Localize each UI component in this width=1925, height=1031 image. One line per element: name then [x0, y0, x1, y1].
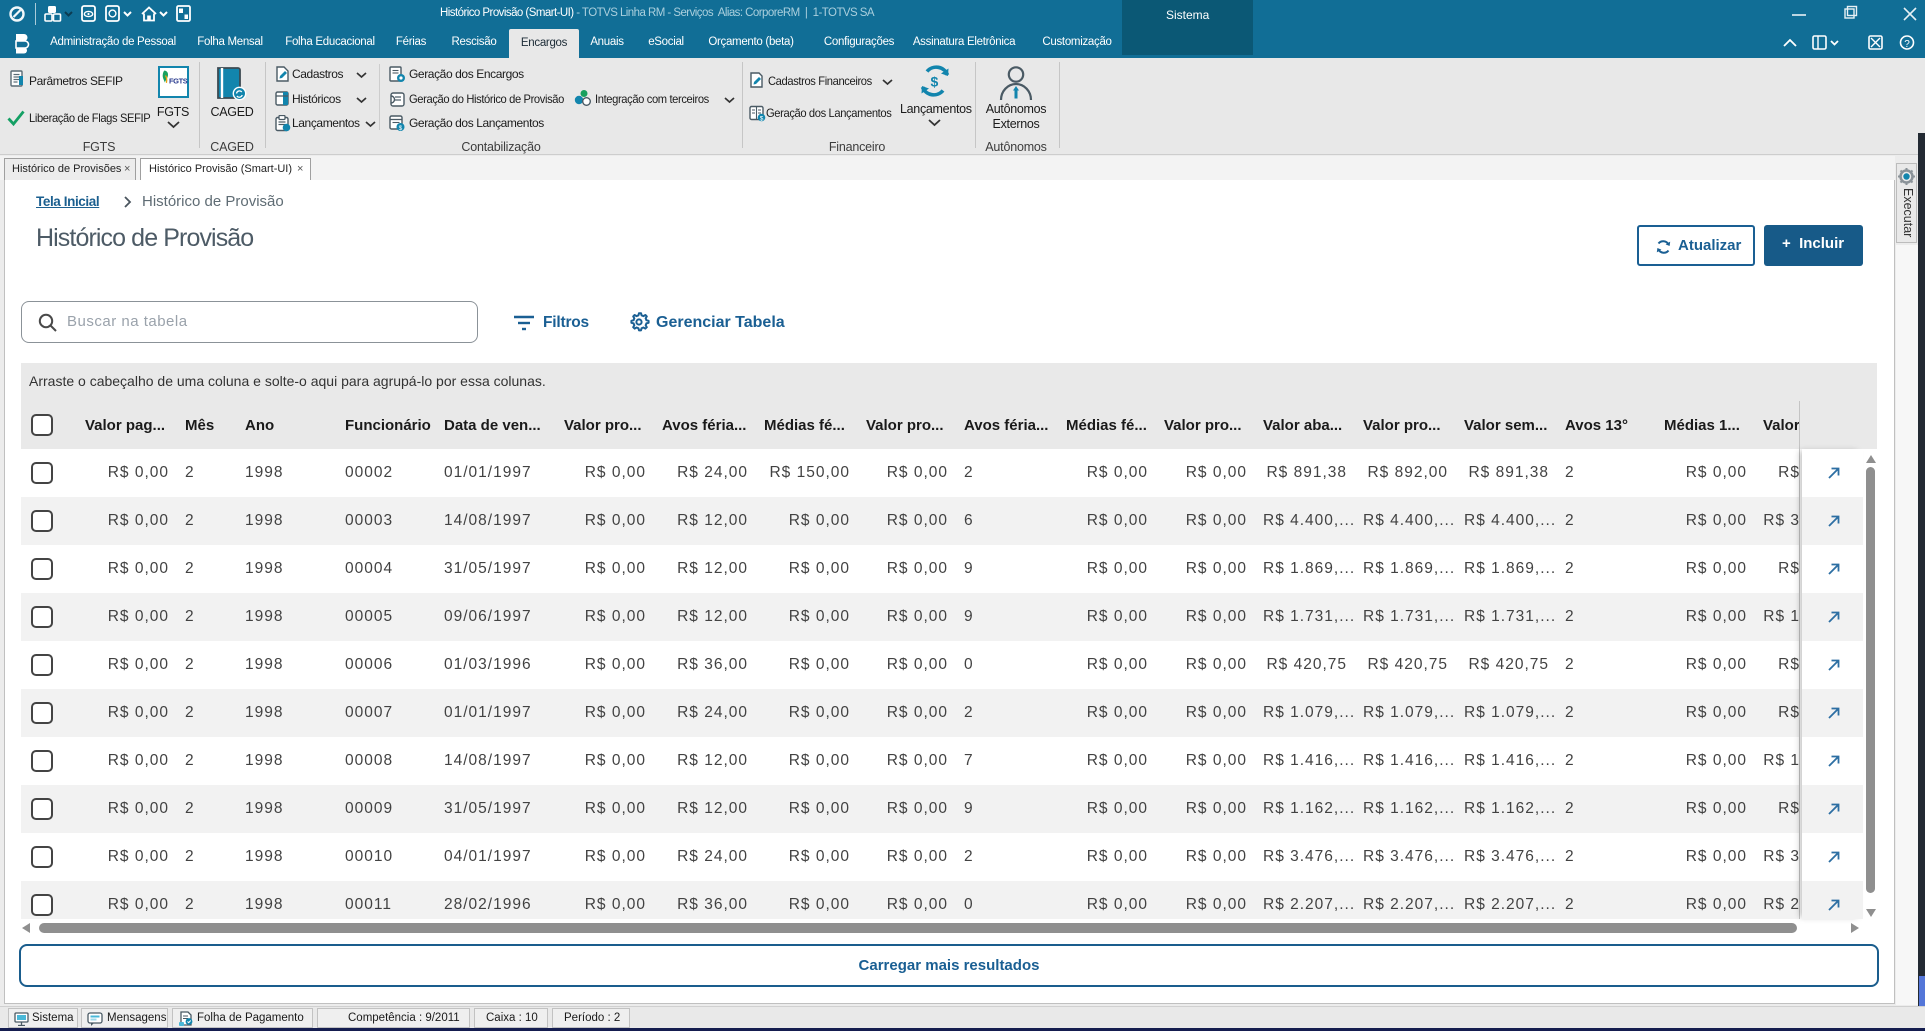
svg-text:FGTS: FGTS — [169, 77, 188, 86]
svg-text:$: $ — [399, 125, 403, 132]
svg-text:$: $ — [760, 115, 764, 122]
svg-text:?: ? — [1904, 39, 1910, 50]
svg-text:$: $ — [931, 74, 939, 90]
